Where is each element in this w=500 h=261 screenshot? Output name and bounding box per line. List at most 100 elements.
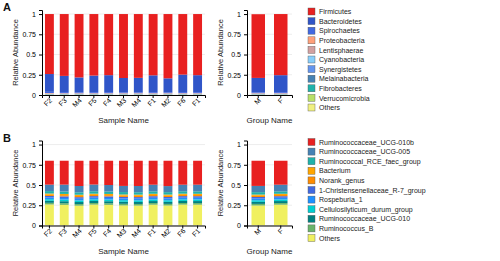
- x-axis-title: Group Name: [247, 116, 293, 125]
- bar-series: [252, 14, 288, 78]
- bar: [104, 198, 113, 200]
- y-tick-label: 0: [237, 222, 241, 229]
- x-tick-label: M2: [160, 227, 172, 239]
- bar: [178, 93, 187, 94]
- bar: [60, 94, 69, 95]
- bar: [119, 192, 128, 194]
- bar: [178, 191, 187, 193]
- y-tick: 1: [32, 141, 42, 148]
- x-tick: M4: [71, 95, 83, 109]
- legend-item: Norank_genus: [308, 177, 365, 185]
- legend-item: Ruminococcaceae_UCG-010: [308, 215, 410, 223]
- x-axis-title: Sample Name: [98, 247, 149, 256]
- bar: [134, 14, 143, 78]
- legend-item: 1-Christensenellaceae_R-7_group: [308, 187, 426, 195]
- y-tick-label: 0: [237, 92, 241, 99]
- bar: [104, 93, 113, 94]
- bar: [274, 194, 288, 195]
- y-tick: 0.75: [227, 162, 247, 169]
- x-tick-label: M4: [71, 227, 83, 239]
- y-tick-mark: [39, 14, 42, 15]
- bar: [45, 194, 54, 195]
- legend-item: Fibrobacteres: [308, 85, 362, 92]
- legend-item: Cyanobacteria: [308, 56, 364, 64]
- legend-label: Ruminococcaceae_UCG-005: [319, 148, 410, 156]
- y-axis: 00.250.50.751: [227, 11, 247, 99]
- bar: [75, 93, 84, 94]
- bar: [252, 94, 266, 95]
- legend-label: Melainabacteria: [319, 75, 369, 82]
- bar: [193, 196, 202, 198]
- bar: [104, 201, 113, 203]
- bar: [60, 185, 69, 192]
- panel: F2F3M4F5F4M3M4F1M2F6F100.250.50.751: [22, 11, 205, 109]
- x-axis: MF: [248, 95, 293, 106]
- bar: [164, 195, 173, 196]
- legend-swatch: [308, 196, 315, 203]
- legend-label: Cyanobacteria: [319, 56, 364, 64]
- bar: [60, 93, 69, 94]
- bar: [274, 92, 288, 93]
- bar: [274, 198, 288, 200]
- x-tick: F: [277, 226, 285, 236]
- bar-series: [252, 201, 288, 204]
- legend-swatch: [308, 94, 315, 101]
- y-tick-mark: [244, 55, 247, 56]
- bar: [119, 94, 128, 95]
- x-tick: F: [277, 95, 285, 105]
- bar: [60, 94, 69, 95]
- bar: [178, 75, 187, 92]
- figure: F2F3M4F5F4M3M4F1M2F6F100.250.50.751Sampl…: [0, 0, 500, 261]
- bar: [60, 196, 69, 198]
- bar: [274, 195, 288, 196]
- bar: [164, 78, 173, 92]
- bar: [104, 93, 113, 94]
- legend-swatch: [308, 46, 315, 53]
- y-tick-mark: [244, 95, 247, 96]
- x-tick-label: M4: [71, 97, 83, 109]
- legend-item: Cellulosilyticum_durum_group: [308, 206, 413, 214]
- bar: [89, 185, 98, 192]
- bar: [75, 202, 84, 204]
- bar: [89, 205, 98, 226]
- panel-label: A: [3, 1, 11, 13]
- bar: [45, 161, 54, 185]
- bar: [134, 197, 143, 199]
- bar: [193, 14, 202, 75]
- bar: [178, 195, 187, 196]
- bar: [104, 185, 113, 191]
- panel: F2F3M4F5F4M3M4F1M2F6F100.250.50.751: [22, 141, 205, 239]
- bar: [75, 93, 84, 94]
- legend-label: Verrucomicrobia: [319, 95, 370, 102]
- axis-line: [244, 141, 248, 226]
- bar: [178, 93, 187, 94]
- legend-label: Proteobacteria: [319, 37, 365, 44]
- x-tick-label: F6: [176, 227, 187, 238]
- bar: [134, 93, 143, 94]
- bar: [252, 94, 266, 95]
- bar: [134, 200, 143, 202]
- bar: [60, 195, 69, 196]
- bar: [164, 93, 173, 94]
- bar: [274, 14, 288, 75]
- bar: [274, 205, 288, 226]
- bars: [45, 14, 202, 95]
- bar: [134, 93, 143, 94]
- axis-line: [248, 96, 293, 99]
- bar: [252, 93, 266, 94]
- bar-series: [45, 94, 202, 95]
- x-tick-label: F1: [191, 97, 202, 108]
- bar: [164, 192, 173, 194]
- y-tick-label: 1: [237, 11, 241, 18]
- bar: [45, 94, 54, 95]
- bar: [45, 74, 54, 92]
- bar-series: [45, 94, 202, 95]
- x-tick: F6: [176, 226, 187, 238]
- bar: [75, 199, 84, 201]
- bar: [193, 191, 202, 193]
- bar: [149, 196, 158, 198]
- x-tick: F4: [102, 226, 113, 238]
- bar: [45, 93, 54, 94]
- y-tick-mark: [244, 145, 247, 146]
- grid: [42, 145, 205, 226]
